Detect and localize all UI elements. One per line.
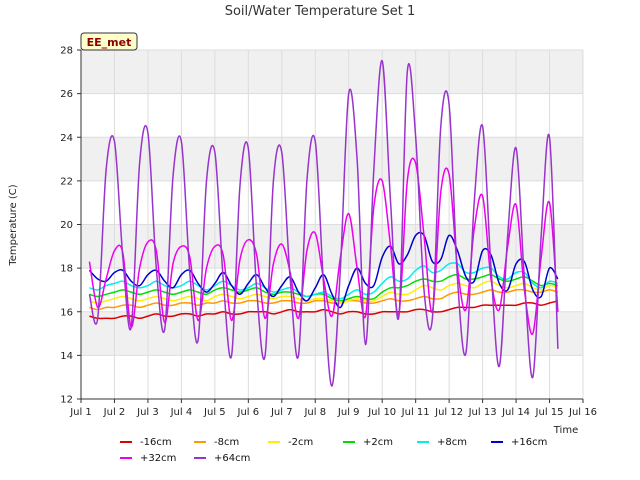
x-tick-label: Jul 10 [367,407,396,418]
legend-label: +32cm [140,453,176,464]
x-tick-label: Jul 11 [401,407,430,418]
legend-label: +8cm [437,437,467,448]
plot-band [81,137,583,181]
chart-title: Soil/Water Temperature Set 1 [225,4,416,19]
legend-item: +2cm [343,437,393,448]
y-tick-label: 24 [60,133,73,144]
x-tick-label: Jul 4 [170,407,193,418]
legend-item: +16cm [491,437,547,448]
legend-item: -16cm [120,437,172,448]
station-badge-box [80,32,138,51]
station-badge-label: EE_met [87,36,132,49]
legend-label: +16cm [511,437,547,448]
legend-item: +8cm [417,437,467,448]
x-tick-label: Jul 8 [303,407,326,418]
y-tick-label: 28 [60,46,73,57]
y-tick-label: 12 [60,395,73,406]
legend-item: +64cm [194,453,250,464]
series-line-64cm [88,60,559,387]
y-tick-label: 18 [60,264,73,275]
y-axis-label: Temperature (C) [8,184,19,266]
legend-item: -2cm [268,437,313,448]
plot-band [81,224,583,269]
x-tick-label: Jul 14 [501,407,530,418]
x-tick-label: Jul 16 [568,407,597,418]
series-layer [88,60,559,387]
y-tick-label: 22 [60,176,73,187]
y-axis-ticks: 12 14 16 18 20 22 24 26 28 [60,46,81,406]
series-line-32cm [88,157,559,335]
x-tick-label: Jul 2 [103,407,126,418]
legend-item: -8cm [194,437,239,448]
x-tick-label: Jul 12 [434,407,463,418]
station-badge: EE_met [80,32,138,51]
y-tick-label: 16 [60,307,73,318]
x-tick-label: Jul 5 [203,407,226,418]
x-tick-label: Jul 13 [468,407,497,418]
x-tick-label: Jul 7 [270,407,293,418]
x-tick-label: Jul 9 [337,407,360,418]
x-tick-label: Jul 3 [136,407,159,418]
legend: -16cm -8cm -2cm +2cm +8cm +16cm +32cm +64cm [120,437,547,464]
x-tick-label: Jul 6 [237,407,260,418]
legend-label: -2cm [288,437,313,448]
legend-label: +2cm [363,437,393,448]
x-axis-ticks: Jul 1 Jul 2 Jul 3 Jul 4 Jul 5 Jul 6 Jul 7 Jul 8… [69,399,597,418]
legend-label: +64cm [214,453,250,464]
x-axis-label: Time [553,425,578,436]
legend-label: -16cm [140,437,172,448]
y-tick-label: 20 [60,220,73,231]
legend-label: -8cm [214,437,239,448]
y-tick-label: 14 [60,351,73,362]
x-tick-label: Jul 1 [69,407,92,418]
y-tick-label: 26 [60,89,73,100]
legend-item: +32cm [120,453,176,464]
plot-band [81,50,583,94]
x-tick-label: Jul 15 [535,407,564,418]
plot-band [81,311,583,356]
